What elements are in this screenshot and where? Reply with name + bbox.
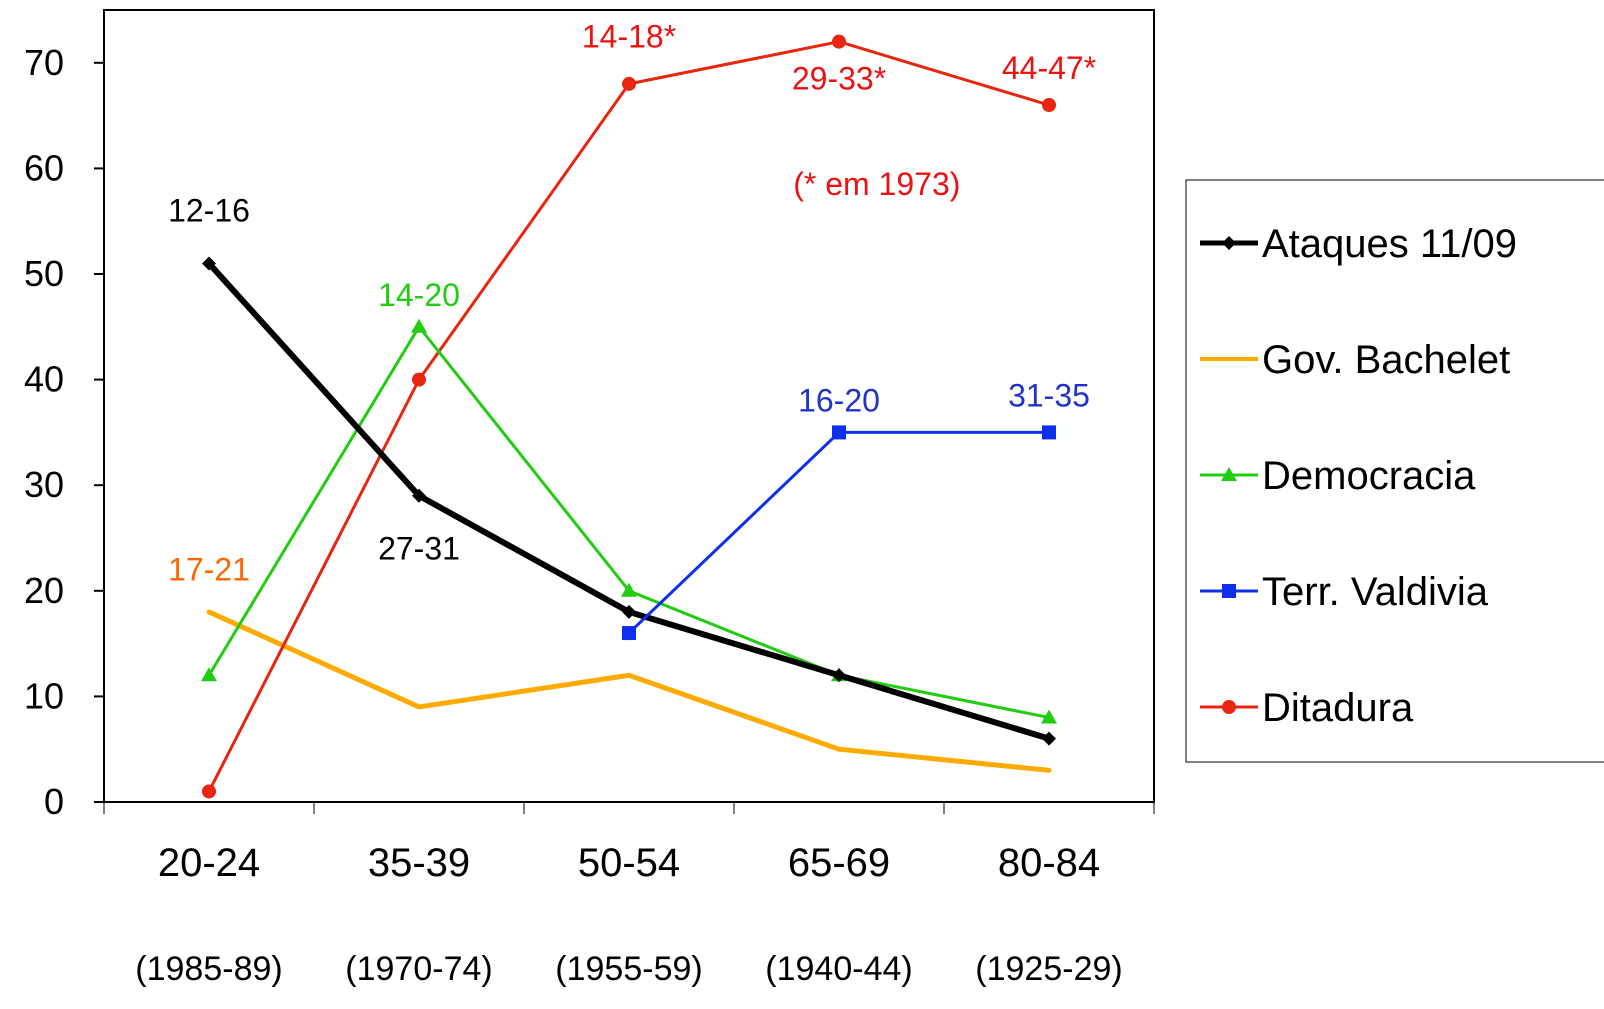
- x-sublabel: (1925-29): [975, 950, 1122, 988]
- annotation-label: 44-47*: [1002, 50, 1096, 86]
- series-gov-bachelet: [206, 609, 1052, 773]
- x-sublabel: (1940-44): [765, 950, 912, 988]
- legend-item: Ataques 11/09: [1200, 222, 1517, 266]
- series-terr-valdivia: [622, 425, 1056, 641]
- legend-item: Terr. Valdivia: [1200, 570, 1489, 614]
- y-tick-label: 20: [24, 570, 64, 611]
- y-axis: 0 10 20 30 40 50 60 70: [24, 42, 104, 822]
- series-ditadura: [202, 34, 1056, 799]
- series-line: [206, 609, 1052, 773]
- series-ataques-11-09: [202, 256, 1056, 746]
- y-tick-label: 30: [24, 464, 64, 505]
- data-point: [1042, 731, 1056, 746]
- annotation-label: 27-31: [378, 531, 460, 567]
- y-tick-label: 10: [24, 675, 64, 716]
- x-tick-label: 65-69: [788, 841, 890, 885]
- x-tick-label: 50-54: [578, 841, 680, 885]
- legend-box: [1185, 179, 1604, 763]
- annotation-layer: 12-16 27-31 17-21 14-20 16-20 31-35 14-18* 29-3…: [168, 18, 1096, 587]
- legend-marker: [1221, 467, 1237, 481]
- annotation-label: 31-35: [1008, 377, 1090, 413]
- x-tick-label: 20-24: [158, 841, 260, 885]
- data-point: [202, 256, 216, 271]
- annotation-label: 14-20: [378, 277, 460, 313]
- x-sublabel: (1970-74): [345, 950, 492, 988]
- series-line: [627, 430, 1051, 635]
- data-point: [832, 668, 846, 683]
- legend-label: Democracia: [1262, 454, 1476, 498]
- x-tick-label: 80-84: [998, 841, 1100, 885]
- annotation-label: (* em 1973): [793, 166, 960, 202]
- legend-label: Terr. Valdivia: [1262, 570, 1489, 614]
- plot-frame: [103, 9, 1155, 803]
- y-tick-label: 0: [44, 781, 64, 822]
- series-line: [207, 325, 1051, 720]
- data-point: [832, 34, 846, 49]
- legend-label: Gov. Bachelet: [1262, 338, 1510, 382]
- series-democracia: [201, 318, 1057, 724]
- x-sublabel: (1985-89): [135, 950, 282, 988]
- data-point: [412, 372, 426, 387]
- annotation-label: 12-16: [168, 193, 250, 229]
- legend-marker: [1222, 584, 1236, 598]
- legend-label: Ataques 11/09: [1262, 222, 1517, 266]
- series-line: [207, 40, 1051, 793]
- data-point: [832, 425, 846, 440]
- legend-item: Ditadura: [1200, 686, 1414, 730]
- y-tick-label: 70: [24, 42, 64, 83]
- x-sublabel: (1955-59): [555, 950, 702, 988]
- annotation-label: 17-21: [168, 552, 250, 588]
- x-axis: 20-24 35-39 50-54 65-69 80-84 (1985-89) (1970-…: [103, 802, 1155, 988]
- data-point: [412, 488, 426, 503]
- data-point: [1042, 98, 1056, 113]
- data-point: [202, 784, 216, 799]
- series-layer: [201, 34, 1057, 799]
- y-tick-label: 40: [24, 359, 64, 400]
- y-tick-label: 60: [24, 147, 64, 188]
- legend-marker: [1222, 236, 1236, 250]
- legend-item: Democracia: [1200, 454, 1476, 498]
- y-tick-label: 50: [24, 253, 64, 294]
- annotation-label: 16-20: [798, 383, 880, 419]
- annotation-label: 29-33*: [792, 61, 886, 97]
- data-point: [201, 667, 217, 682]
- legend-item: Gov. Bachelet: [1200, 338, 1510, 382]
- data-point: [622, 626, 636, 641]
- data-point: [411, 318, 427, 333]
- data-point: [1042, 425, 1056, 440]
- annotation-label: 14-18*: [582, 18, 676, 54]
- data-point: [621, 582, 637, 597]
- legend: Ataques 11/09 Gov. Bachelet Democracia Terr…: [1185, 179, 1604, 763]
- data-point: [622, 604, 636, 619]
- data-point: [622, 76, 636, 91]
- legend-marker: [1222, 700, 1236, 714]
- legend-label: Ditadura: [1262, 686, 1414, 730]
- data-point: [1041, 709, 1057, 724]
- x-tick-label: 35-39: [368, 841, 470, 885]
